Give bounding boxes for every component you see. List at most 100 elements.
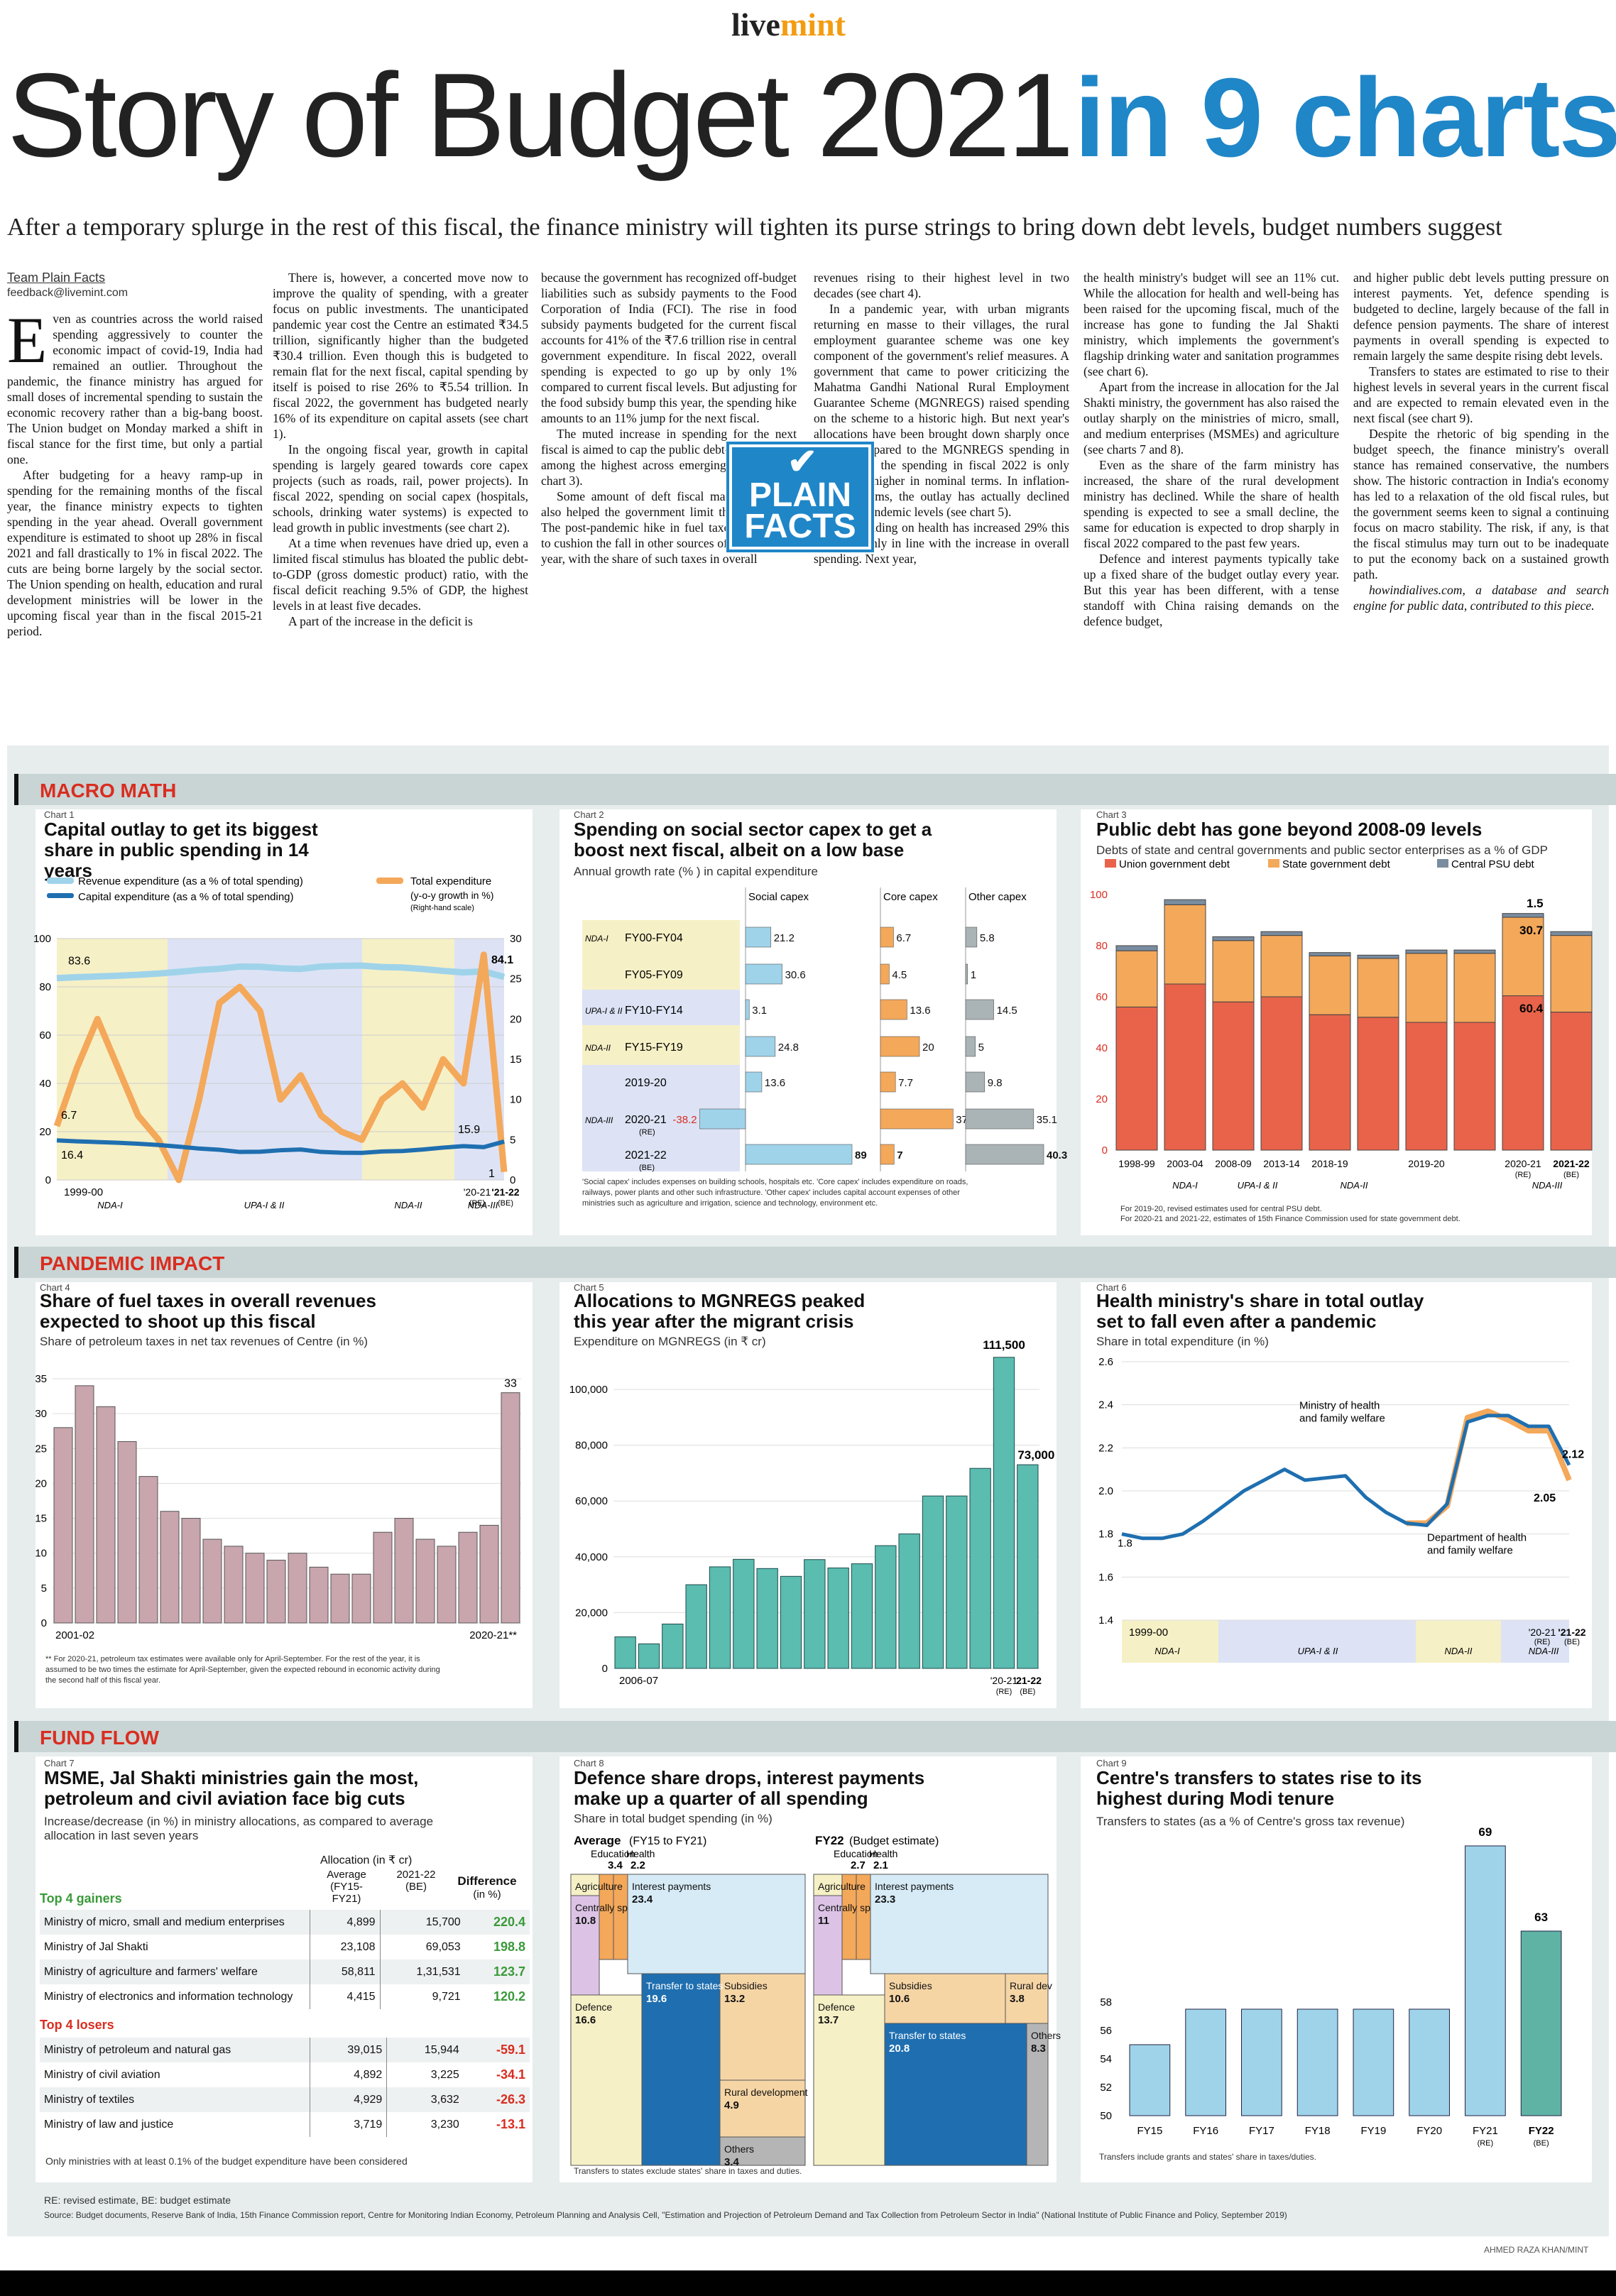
bar [880,1071,896,1093]
chart-note: the second half of this fiscal year. [45,1676,160,1685]
treemap-heading: Average [574,1834,621,1847]
y-tick-label: 2.4 [1098,1399,1113,1411]
article-para: After budgeting for a heavy ramp-up in s… [7,468,263,638]
row-label: FY10-FY14 [625,1005,683,1017]
row-label: 2021-22 [625,1149,667,1161]
bar-segment [1405,1022,1448,1151]
regime-label: NDA-II [1341,1180,1368,1191]
y-tick-label: 20 [39,1126,51,1138]
bar-segment [1502,917,1544,997]
x-tick-label: 2020-21** [469,1629,517,1641]
y-tick-label: 1.4 [1098,1614,1113,1627]
x-tick-label: FY17 [1249,2125,1274,2137]
legend-label: Total expenditure [410,875,491,887]
y-tick-label: 10 [35,1548,47,1560]
section-band-macro: MACRO MATH [14,774,1616,805]
allocation-cell: 3,225 [386,2062,464,2087]
table-row: Ministry of textiles 4,929 3,632 -26.3 [40,2087,530,2112]
bar-segment [1405,953,1448,1023]
article-para: because the government has recognized of… [541,270,797,425]
bar [969,1467,991,1669]
table-header: Allocation (in ₹ cr) [320,1854,413,1866]
data-label: 2.05 [1534,1492,1556,1504]
treemap-label: Agriculture [575,1881,623,1892]
chart-title: Share of fuel taxes in overall revenues … [40,1290,376,1332]
legend-label: State government debt [1282,858,1391,870]
legend-swatch [47,878,74,884]
y-tick-label: 30 [35,1408,47,1420]
bar [1353,2008,1394,2116]
bar [138,1476,158,1624]
regime-band [362,939,454,1180]
data-label: 3.1 [752,1005,767,1017]
section-title: FUND FLOW [40,1727,159,1749]
chart-note: Transfers to states exclude states' shar… [574,2166,802,2176]
allocation-cell: 3,719 [309,2112,387,2137]
regime-label: NDA-III [585,1115,613,1125]
treemap-cell [570,1874,600,1896]
bar [709,1566,731,1669]
bar-segment [1212,936,1255,941]
bar-segment [1550,1012,1593,1151]
article-para: Defence and interest payments typically … [1083,552,1339,628]
treemap-value: 19.6 [646,1993,667,2005]
regime-label: NDA-I [585,934,608,944]
treemap-cell [570,1994,643,2166]
chart-note: For 2020-21 and 2021-22, estimates of 15… [1120,1215,1461,1223]
row-label: 2019-20 [625,1077,667,1089]
treemap-label: Transfer to states [646,1980,723,1991]
treemap-cell [719,2136,806,2166]
bar [266,1560,286,1624]
regime-band [582,1025,740,1065]
bar [880,1108,954,1130]
data-label: 73,000 [1017,1448,1054,1462]
data-label: 6.7 [61,1110,77,1122]
allocation-cell: 4,415 [309,1984,381,2009]
byline[interactable]: Team Plain Facts [7,270,106,285]
y-tick-label: 40,000 [575,1551,608,1563]
chart-subtitle: Share in total budget spending (in %) [574,1812,772,1825]
treemap-cell [719,2079,806,2138]
y-tick-label: 5 [41,1582,47,1595]
byline-email[interactable]: feedback@livemint.com [7,287,129,299]
column-header: Other capex [968,891,1027,903]
y-tick-label: 56 [1100,2025,1112,2037]
treemap-value: 10.8 [575,1915,596,1927]
x-tick-label: FY16 [1193,2125,1218,2137]
brand-main: mint [780,6,846,43]
bar [965,1144,1044,1165]
article-para: In the ongoing fiscal year, growth in ca… [273,442,528,535]
losers-label: Top 4 losers [40,2018,114,2032]
treemap-sub: (Budget estimate) [849,1835,939,1847]
treemap-cell [813,1895,843,1996]
treemap-cell [1005,1973,1049,2024]
allocation-cell: 9,721 [379,1984,465,2009]
bar-segment [1453,1022,1496,1151]
chart-note: Transfers include grants and states' sha… [1099,2152,1316,2162]
x-tick-label: FY20 [1416,2125,1442,2137]
regime-label: UPA-I & II [244,1200,285,1210]
legend-label: (y-o-y growth in %) [410,890,493,901]
x-tick-label: 2019-20 [1408,1158,1445,1169]
article-para: A part of the increase in the deficit is [288,614,473,628]
y-tick-label: 58 [1100,1996,1112,2008]
treemap-value: 2.2 [630,1859,645,1871]
bar [875,1545,897,1669]
bar-segment [1164,904,1206,985]
page-title: Story of Budget 2021 in 9 charts [7,55,1616,175]
data-label: 63 [1534,1910,1548,1924]
y-tick-label: 20 [35,1477,47,1489]
bar-segment [1405,949,1448,954]
treemap-cell [627,1874,806,1974]
bar [851,1563,873,1669]
y-tick-label-right: 15 [510,1054,522,1066]
bar [745,1071,763,1093]
row-label: 2020-21 [625,1114,667,1126]
bar [1409,2008,1450,2116]
x-tick-sub: (BE) [1534,2139,1549,2148]
regime-label: NDA-III [1529,1646,1559,1656]
x-tick-label: FY15 [1137,2125,1162,2137]
x-tick-label: '20-21 [990,1675,1018,1686]
chart-note: assumed to be two times the estimate for… [45,1666,440,1674]
